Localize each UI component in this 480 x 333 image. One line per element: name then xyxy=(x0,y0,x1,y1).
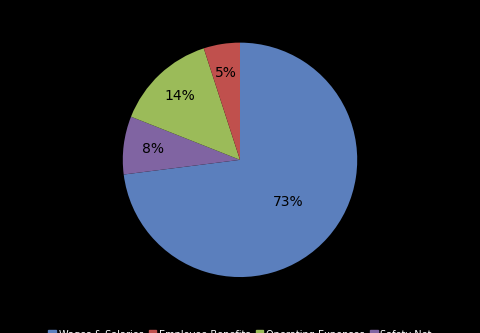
Text: 5%: 5% xyxy=(216,66,237,80)
Wedge shape xyxy=(124,43,357,277)
Text: 8%: 8% xyxy=(142,142,164,156)
Wedge shape xyxy=(123,117,240,174)
Text: 73%: 73% xyxy=(273,195,304,209)
Legend: Wages & Salaries, Employee Benefits, Operating Expenses, Safety Net: Wages & Salaries, Employee Benefits, Ope… xyxy=(48,330,432,333)
Wedge shape xyxy=(204,43,240,160)
Wedge shape xyxy=(131,48,240,160)
Text: 14%: 14% xyxy=(165,89,195,103)
